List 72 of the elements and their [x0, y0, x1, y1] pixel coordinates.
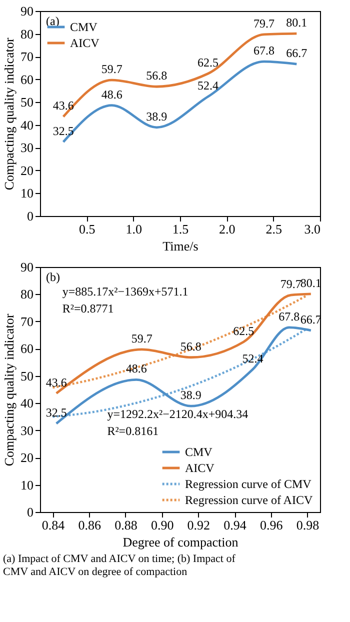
data-label: 66.7	[300, 312, 322, 326]
x-tick-label: 0.88	[114, 518, 138, 532]
data-label: 79.7	[280, 277, 302, 292]
x-tick-label: 0.94	[224, 518, 247, 532]
x-tick-label: 1.5	[172, 222, 189, 236]
annotation: R²=0.8161	[107, 424, 159, 438]
chart-title: (b)	[46, 270, 60, 284]
y-tick-label: 20	[20, 450, 34, 466]
y-axis-title: Compacting quality indicator	[2, 37, 16, 190]
data-label: 43.6	[52, 98, 74, 113]
y-tick-label: 50	[20, 368, 34, 384]
data-label: 38.9	[146, 109, 168, 124]
y-tick-label: 20	[20, 162, 34, 178]
data-label: 48.6	[126, 362, 147, 376]
data-label: 80.1	[300, 276, 322, 290]
y-tick-label: 60	[20, 341, 34, 356]
y-tick-label: 40	[20, 396, 34, 411]
data-label: 80.1	[286, 16, 308, 30]
x-tick-label: 0.5	[79, 222, 96, 236]
y-tick-label: 70	[20, 314, 34, 329]
y-tick-label: 30	[20, 422, 34, 438]
data-label: 48.6	[101, 87, 122, 102]
legend-label: Regression curve of AICV	[185, 493, 313, 507]
data-label: 32.5	[46, 406, 67, 420]
data-label: 52.4	[198, 78, 218, 93]
x-tick-label: 0.96	[260, 518, 284, 532]
data-label: 32.5	[52, 124, 74, 138]
legend-label: CMV	[70, 20, 98, 34]
data-label: 56.8	[146, 68, 168, 83]
data-label: 59.7	[101, 62, 122, 76]
data-label: 38.9	[180, 388, 202, 402]
y-tick-label: 40	[20, 117, 34, 132]
data-label: 43.6	[46, 375, 67, 390]
data-label: 79.7	[254, 16, 274, 30]
y-tick-label: 80	[20, 286, 34, 302]
legend-label: CMV	[185, 445, 213, 459]
y-tick-label: 60	[20, 72, 34, 87]
y-tick-label: 90	[20, 4, 34, 18]
x-tick-label: 1.0	[126, 222, 142, 236]
text: (a) Impact of CMV and AICV on time; (b) Impact of CMV and AICV on degree of compaction	[3, 553, 236, 578]
y-tick-label: 10	[20, 186, 34, 201]
x-tick-label: 0.86	[78, 518, 102, 532]
x-tick-label: 0.98	[296, 518, 320, 532]
x-tick-label: 2.5	[266, 222, 282, 236]
data-label: 67.8	[278, 309, 300, 324]
y-tick-label: 70	[20, 49, 34, 64]
legend-label: Regression curve of CMV	[185, 477, 312, 491]
data-label: 66.7	[286, 46, 308, 60]
data-label: 59.7	[131, 331, 152, 346]
y-tick-label: 10	[20, 477, 34, 492]
y-tick-label: 0	[27, 208, 34, 224]
x-tick-label: 0.92	[187, 518, 210, 532]
x-tick-label: 0.90	[150, 518, 174, 532]
legend-label: AICV	[185, 461, 215, 475]
data-label: 62.5	[198, 56, 218, 70]
y-tick-label: 50	[20, 94, 34, 110]
y-tick-label: 30	[20, 140, 34, 156]
x-tick-label: 2.0	[219, 222, 236, 236]
x-tick-label: 0.84	[42, 518, 66, 532]
x-tick-label: 3.0	[304, 222, 320, 236]
y-tick-label: 80	[20, 26, 34, 42]
annotation: y=1292.2x²−2120.4x+904.34	[107, 407, 248, 421]
annotation: R²=0.8771	[62, 302, 114, 316]
y-axis-title: Compacting quality indicator	[2, 313, 16, 466]
y-tick-label: 0	[27, 504, 34, 520]
x-axis-title: Degree of compaction	[122, 534, 239, 550]
legend-label: AICV	[70, 36, 100, 50]
data-label: 56.8	[180, 339, 202, 354]
data-label: 67.8	[254, 44, 274, 58]
x-axis-title: Time/s	[162, 238, 198, 254]
annotation: y=885.17x²−1369x+571.1	[62, 284, 188, 298]
y-tick-label: 90	[20, 260, 34, 274]
